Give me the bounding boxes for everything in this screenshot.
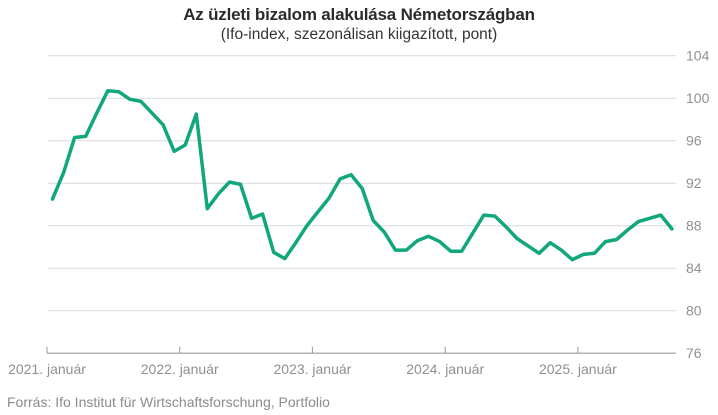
x-axis-label: 2021. január	[8, 361, 86, 377]
chart-subtitle: (Ifo-index, szezonálisan kiigazított, po…	[220, 26, 498, 43]
x-axis-label: 2022. január	[141, 361, 219, 377]
y-axis-label: 96	[686, 133, 702, 149]
source-note: Forrás: Ifo Institut für Wirtschaftsfors…	[7, 394, 330, 410]
x-axis-label: 2025. január	[539, 361, 617, 377]
chart-title: Az üzleti bizalom alakulása Németországb…	[183, 5, 535, 24]
y-axis-label: 88	[686, 218, 702, 234]
y-axis-label: 76	[686, 345, 702, 361]
x-axis-label: 2023. január	[273, 361, 351, 377]
y-axis-label: 92	[686, 175, 702, 191]
y-axis-label: 80	[686, 303, 702, 319]
y-axis-label: 84	[686, 260, 702, 276]
y-axis-label: 104	[686, 48, 710, 64]
x-axis-label: 2024. január	[406, 361, 484, 377]
y-axis-label: 100	[686, 90, 710, 106]
ifo-index-line	[50, 89, 674, 262]
